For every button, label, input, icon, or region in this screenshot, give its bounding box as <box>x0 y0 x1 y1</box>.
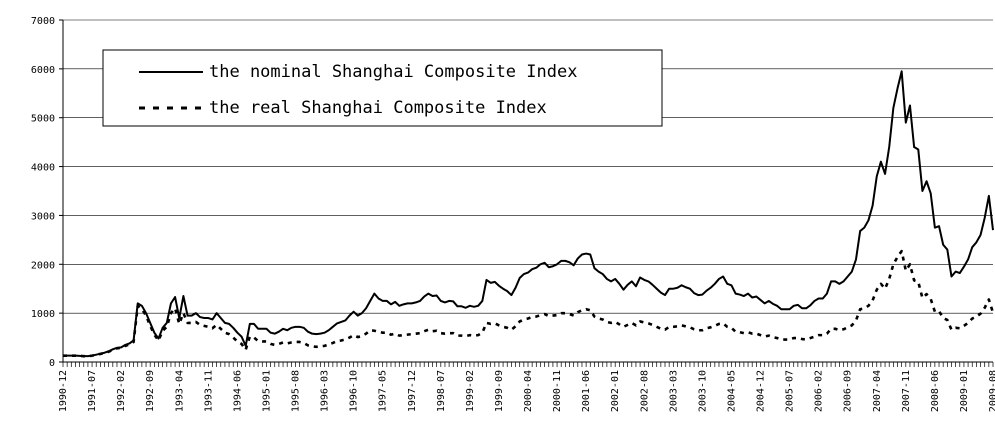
series-line <box>63 249 995 358</box>
x-tick-label: 1996-10 <box>349 370 360 412</box>
x-tick-label: 1994-06 <box>232 370 243 412</box>
x-tick-label: 2006-09 <box>843 370 854 412</box>
x-tick-label: 2002-08 <box>639 370 650 412</box>
x-tick-label: 2009-01 <box>959 370 970 412</box>
y-tick-label: 6000 <box>31 65 55 76</box>
x-tick-label: 1992-02 <box>116 370 127 412</box>
y-tick-label: 2000 <box>31 260 55 271</box>
x-tick-label: 1995-08 <box>291 370 302 412</box>
x-tick-label: 1998-07 <box>436 370 447 412</box>
x-tick-label: 2002-01 <box>610 370 621 412</box>
y-tick-label: 4000 <box>31 163 55 174</box>
legend-label: the real Shanghai Composite Index <box>209 98 547 118</box>
x-tick-label: 1997-12 <box>407 370 418 412</box>
x-tick-label: 2001-06 <box>581 370 592 412</box>
x-tick-label: 2007-04 <box>872 370 883 412</box>
legend: the nominal Shanghai Composite Index the … <box>102 49 663 127</box>
y-tick-label: 3000 <box>31 211 55 222</box>
y-tick-label: 1000 <box>31 309 55 320</box>
x-tick-label: 1990-12 <box>58 370 69 412</box>
legend-label: the nominal Shanghai Composite Index <box>209 62 577 82</box>
x-tick-label: 2003-10 <box>697 370 708 412</box>
series-line <box>63 70 994 358</box>
x-tick-label: 1993-11 <box>203 370 214 412</box>
x-tick-label: 1999-09 <box>494 370 505 412</box>
x-tick-label: 1996-03 <box>320 370 331 412</box>
x-tick-label: 1991-07 <box>87 370 98 412</box>
y-tick-label: 7000 <box>31 16 55 27</box>
x-tick-label: 2005-07 <box>785 370 796 412</box>
y-tick-label: 0 <box>49 358 55 369</box>
x-tick-label: 2008-06 <box>930 370 941 412</box>
x-tick-label: 1997-05 <box>378 370 389 412</box>
x-tick-label: 1999-02 <box>465 370 476 412</box>
x-tick-label: 2009-08 <box>988 370 995 412</box>
legend-box <box>102 49 663 127</box>
x-tick-label: 2004-12 <box>756 370 767 412</box>
x-tick-label: 1993-04 <box>174 370 185 412</box>
x-tick-label: 2007-11 <box>901 370 912 412</box>
x-tick-label: 2006-02 <box>814 370 825 412</box>
x-tick-label: 2000-04 <box>523 370 534 412</box>
x-tick-label: 1992-09 <box>145 370 156 412</box>
x-tick-label: 2004-05 <box>726 370 737 412</box>
x-tick-label: 1995-01 <box>261 370 272 412</box>
x-tick-label: 2003-03 <box>668 370 679 412</box>
y-tick-label: 5000 <box>31 114 55 125</box>
x-tick-label: 2000-11 <box>552 370 563 412</box>
